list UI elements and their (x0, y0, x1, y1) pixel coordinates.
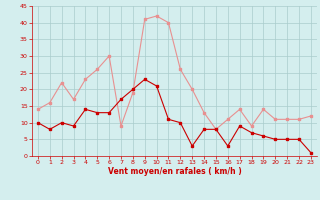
X-axis label: Vent moyen/en rafales ( km/h ): Vent moyen/en rafales ( km/h ) (108, 167, 241, 176)
